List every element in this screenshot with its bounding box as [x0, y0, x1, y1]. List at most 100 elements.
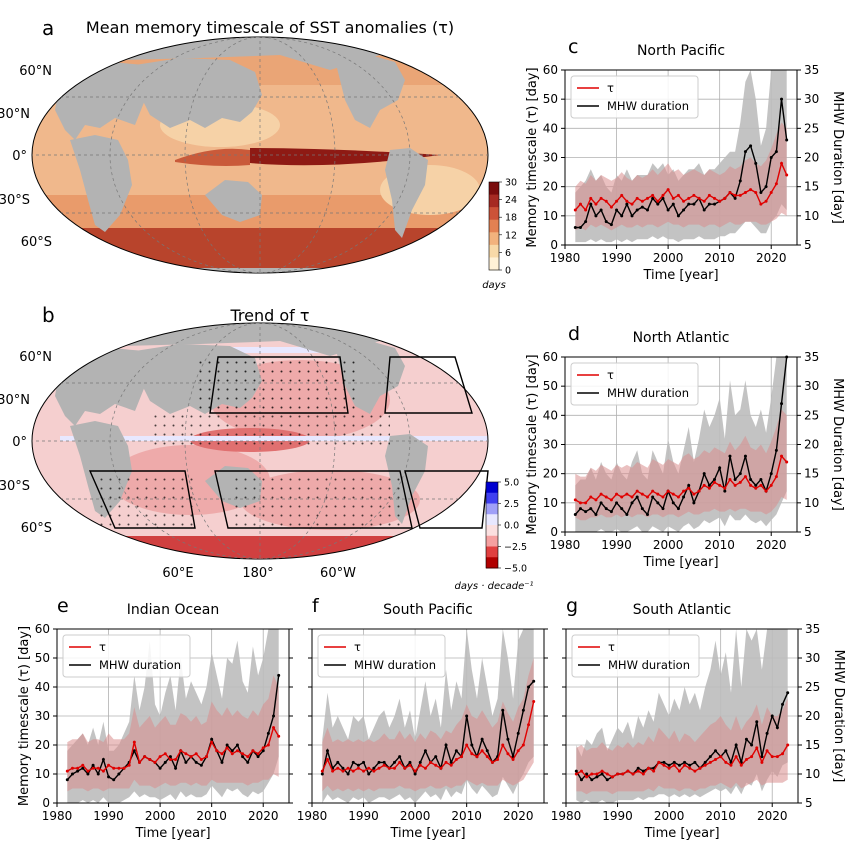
y-tick-label: 10 [35, 767, 50, 781]
tau-point [661, 495, 665, 499]
y-tick-label: 10 [543, 209, 558, 223]
tau-point [636, 769, 640, 773]
tau-point [760, 760, 764, 764]
tau-point [595, 772, 599, 776]
tau-point [631, 772, 635, 776]
mhw-duration-point [81, 766, 85, 770]
tau-point [635, 196, 639, 200]
mhw-duration-point [413, 772, 417, 776]
mhw-duration-point [645, 208, 649, 212]
mhw-duration-point [599, 501, 603, 505]
colorbar-b-unit: days · decade⁻¹ [454, 581, 533, 592]
x-tick-label: 1980 [42, 809, 73, 823]
tau-point [574, 772, 578, 776]
tau-point [750, 755, 754, 759]
y-tick-label: 30 [543, 151, 558, 165]
tau-point [749, 188, 753, 192]
tau-point [589, 495, 593, 499]
legend-label-mhw: MHW duration [99, 658, 181, 672]
tau-point [759, 202, 763, 206]
y2-tick-label: 10 [805, 767, 820, 781]
x-tick-label: 1990 [348, 809, 379, 823]
x-tick-label: 2020 [757, 809, 788, 823]
mhw-duration-point [733, 478, 737, 481]
tau-point [230, 752, 234, 756]
tau-point [661, 193, 665, 197]
mhw-duration-point [651, 196, 655, 200]
mhw-duration-point [356, 763, 360, 767]
tau-point [465, 743, 469, 747]
south-america-land [385, 148, 428, 238]
mhw-duration-point [744, 737, 748, 741]
tau-point [444, 760, 448, 764]
y-tick-label: 40 [543, 408, 558, 422]
colorbar-tick-label: 2.5 [504, 499, 519, 510]
tau-point [65, 769, 69, 773]
colorbar-tick-label: 12 [505, 230, 517, 241]
mhw-duration-point [132, 749, 136, 753]
tau-point [785, 173, 789, 177]
colorbar-tick-label: 0 [505, 266, 511, 277]
tau-point [387, 766, 391, 770]
colorbar-b: 5.0 2.5 0.0 −2.5 −5.0 [485, 478, 527, 575]
x-axis-label: Time [year] [643, 826, 719, 841]
north-america-land [335, 55, 405, 128]
tau-point [470, 752, 474, 756]
mhw-duration-point [423, 749, 427, 753]
tau-point [702, 199, 706, 203]
mhw-duration-point [320, 772, 324, 776]
mhw-duration-point [174, 766, 178, 770]
tau-point [702, 483, 706, 487]
tau-point [578, 501, 582, 505]
mhw-duration-point [635, 495, 639, 499]
mhw-duration-point [671, 501, 675, 505]
mhw-duration-point [780, 402, 784, 406]
mhw-duration-point [117, 772, 121, 776]
mhw-duration-point [107, 775, 111, 779]
tau-point [775, 755, 779, 759]
mhw-duration-point [692, 501, 696, 505]
mhw-duration-point [759, 191, 763, 194]
y2-tick-label: 10 [804, 209, 819, 223]
tau-point [754, 486, 758, 490]
tau-point [174, 758, 178, 761]
tau-point [184, 752, 188, 756]
tau-point [728, 191, 732, 194]
tau-point [241, 752, 245, 756]
tau-point [765, 749, 769, 753]
y-tick-label: 50 [543, 92, 558, 106]
y2-tick-label: 20 [805, 709, 820, 723]
tau-point [620, 495, 624, 499]
mhw-duration-point [687, 202, 691, 206]
colorbar-segment [486, 546, 498, 558]
y-tick-label: 60 [543, 63, 558, 77]
asia-land [135, 58, 262, 128]
y-tick-label: 50 [35, 651, 50, 665]
tau-point [585, 775, 589, 779]
tau-point [132, 740, 136, 744]
tau-point [573, 498, 577, 502]
mhw-duration-point [662, 760, 666, 764]
tau-point [506, 752, 510, 756]
legend: τ MHW duration [570, 75, 699, 119]
tau-point [713, 196, 717, 200]
tau-point [616, 772, 620, 776]
chart-panel-f: f South Pacific 1980 1990 2000 2010 2020 Time [… [297, 595, 548, 841]
mhw-duration-point [708, 755, 712, 759]
lat-label: 60°S [21, 521, 52, 536]
tau-point [454, 758, 458, 761]
mhw-duration-point [620, 214, 624, 218]
tau-point [738, 480, 742, 484]
mhw-duration-point [418, 760, 422, 764]
tau-point [251, 749, 255, 753]
tau-point [723, 486, 727, 490]
y2-tick-label: 5 [805, 796, 813, 810]
mhw-duration-point [625, 202, 629, 206]
tau-point [744, 758, 748, 761]
mhw-duration-point [336, 760, 340, 764]
colorbar-tick-label: −5.0 [504, 564, 527, 575]
colorbar-a: 30 24 18 12 6 0 [488, 178, 517, 277]
mhw-duration-point [604, 220, 608, 224]
mhw-duration-point [750, 743, 754, 747]
mhw-duration-point [230, 749, 234, 753]
